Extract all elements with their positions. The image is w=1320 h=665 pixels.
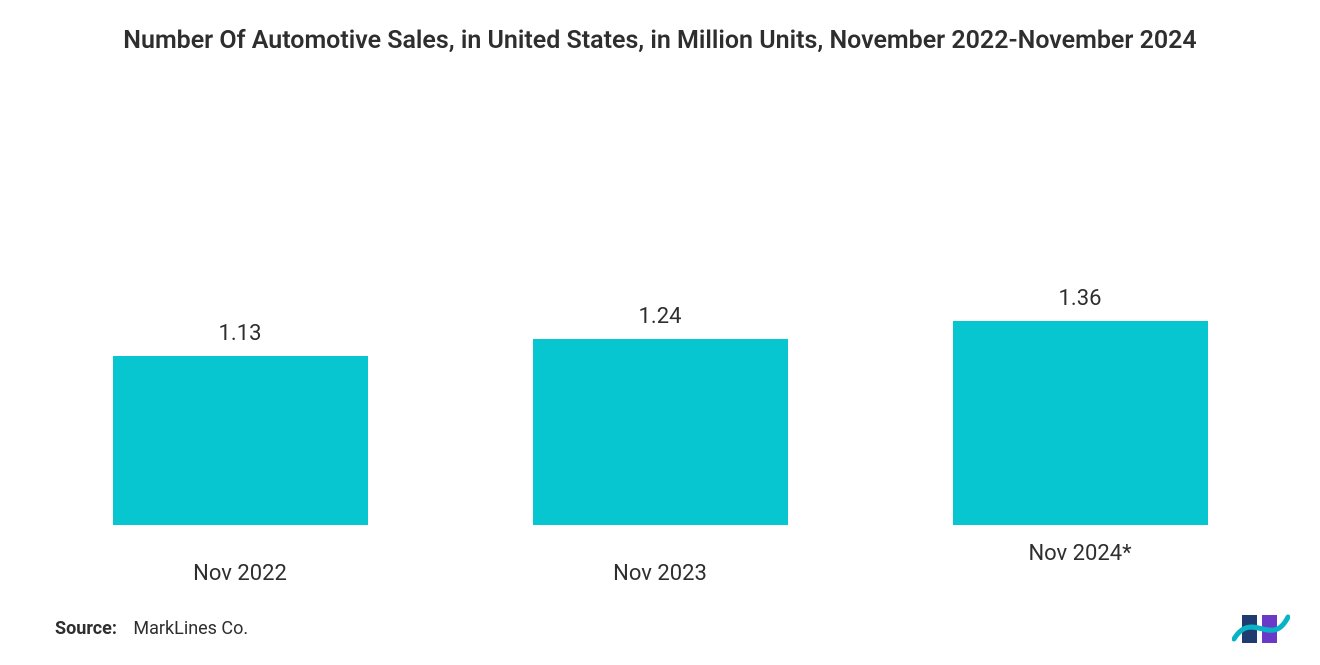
bar-category-label: Nov 2023 xyxy=(490,561,830,586)
bar xyxy=(953,321,1208,525)
bar-slot: 1.13 Nov 2022 xyxy=(70,150,410,525)
bar xyxy=(533,339,788,525)
bar-slot: 1.36 Nov 2024* xyxy=(910,150,1250,525)
bar-value-label: 1.36 xyxy=(1059,286,1102,311)
chart-plot-area: 1.13 Nov 2022 1.24 Nov 2023 1.36 Nov 202… xyxy=(70,150,1250,525)
brand-logo-icon xyxy=(1232,609,1290,647)
bar-value-label: 1.13 xyxy=(219,321,262,346)
bar-slot: 1.24 Nov 2023 xyxy=(490,150,830,525)
bar-category-label: Nov 2024* xyxy=(910,541,1250,566)
source-line: Source: MarkLines Co. xyxy=(55,618,248,639)
bar-category-label: Nov 2022 xyxy=(70,561,410,586)
source-label: Source: xyxy=(55,618,117,639)
source-text: MarkLines Co. xyxy=(133,618,248,639)
chart-title: Number Of Automotive Sales, in United St… xyxy=(0,24,1320,58)
bar-value-label: 1.24 xyxy=(639,304,682,329)
bar xyxy=(113,356,368,526)
